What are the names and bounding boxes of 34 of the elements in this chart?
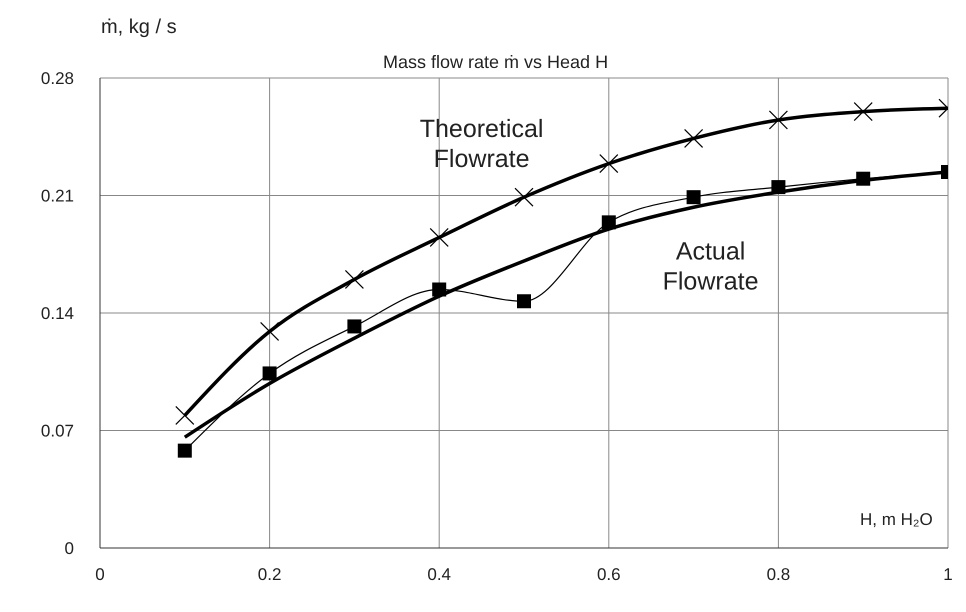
point bbox=[432, 282, 446, 296]
point bbox=[260, 322, 280, 342]
x-tick-label: 0.2 bbox=[258, 565, 282, 584]
x-tick-label: 0 bbox=[95, 565, 105, 584]
x-tick-label: 0.4 bbox=[427, 565, 452, 584]
x-axis-title: H, m H₂O bbox=[860, 510, 933, 530]
point bbox=[430, 228, 449, 248]
point bbox=[178, 444, 192, 458]
point bbox=[344, 270, 364, 290]
point bbox=[686, 190, 701, 204]
point bbox=[175, 406, 194, 425]
point bbox=[262, 366, 277, 380]
point bbox=[347, 319, 362, 334]
series-label: Actual Flowrate bbox=[662, 237, 758, 296]
y-axis-title: ṁ, kg / s bbox=[101, 16, 177, 39]
x-tick-label: 1 bbox=[943, 565, 953, 584]
point bbox=[856, 172, 870, 186]
y-tick-label: 0.14 bbox=[40, 304, 74, 324]
y-tick-label: 0.28 bbox=[40, 69, 74, 88]
series-label: Theoretical Flowrate bbox=[420, 114, 544, 173]
point bbox=[854, 102, 873, 122]
y-tick-label: 0 bbox=[64, 539, 74, 558]
point bbox=[684, 128, 704, 148]
point bbox=[514, 188, 534, 207]
point bbox=[771, 180, 786, 194]
point bbox=[517, 294, 531, 308]
point bbox=[602, 215, 616, 230]
x-tick-label: 0.6 bbox=[596, 565, 621, 584]
y-tick-label: 0.07 bbox=[40, 422, 74, 441]
x-tick-label: 0.8 bbox=[766, 565, 790, 584]
y-tick-label: 0.21 bbox=[40, 186, 74, 206]
chart-title: Mass flow rate ṁ vs Head H bbox=[383, 52, 608, 73]
point bbox=[768, 110, 788, 130]
point bbox=[599, 154, 618, 174]
